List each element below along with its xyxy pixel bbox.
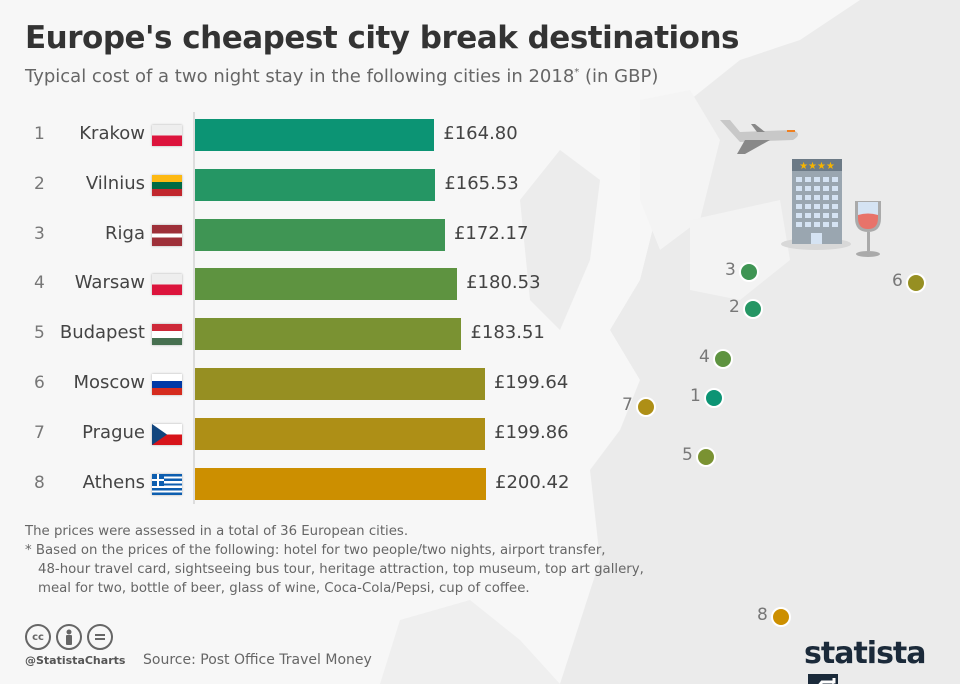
rank-label: 4 bbox=[34, 273, 45, 293]
bar-row: 6 Moscow £199.64 bbox=[0, 368, 600, 400]
city-label: Riga bbox=[105, 223, 145, 244]
city-label: Krakow bbox=[79, 123, 145, 144]
city-marker-label: 6 bbox=[892, 271, 903, 291]
statista-logo-icon bbox=[808, 674, 838, 684]
wine-glass-icon bbox=[855, 201, 881, 257]
note-cities: The prices were assessed in a total of 3… bbox=[25, 524, 409, 539]
bar-row: 7 Prague £199.86 bbox=[0, 418, 600, 450]
rank-label: 2 bbox=[34, 174, 45, 194]
value-label: £180.53 bbox=[466, 272, 541, 293]
rank-label: 7 bbox=[34, 423, 45, 443]
value-label: £199.86 bbox=[494, 422, 569, 443]
city-marker-label: 1 bbox=[690, 386, 701, 406]
city-marker bbox=[739, 262, 759, 282]
bar-row: 1 Krakow £164.80 bbox=[0, 119, 600, 151]
source-text: Source: Post Office Travel Money bbox=[143, 652, 372, 668]
bar bbox=[195, 219, 445, 251]
twitter-handle[interactable]: @StatistaCharts bbox=[25, 654, 126, 667]
rank-label: 1 bbox=[34, 124, 45, 144]
rank-label: 5 bbox=[34, 323, 45, 343]
chart-title: Europe's cheapest city break destination… bbox=[25, 20, 739, 56]
bar bbox=[195, 368, 485, 400]
flag-czech-republic-icon bbox=[152, 424, 182, 445]
city-marker bbox=[636, 397, 656, 417]
bar bbox=[195, 268, 458, 300]
city-marker bbox=[704, 388, 724, 408]
subtitle-text: Typical cost of a two night stay in the … bbox=[25, 66, 575, 87]
bar bbox=[195, 468, 486, 500]
bar-row: 4 Warsaw £180.53 bbox=[0, 268, 600, 300]
city-marker-label: 2 bbox=[729, 297, 740, 317]
footnotes: The prices were assessed in a total of 3… bbox=[25, 522, 644, 598]
subtitle-footnote-mark: * bbox=[574, 67, 580, 78]
value-label: £165.53 bbox=[444, 173, 519, 194]
city-marker bbox=[696, 447, 716, 467]
by-icon[interactable] bbox=[56, 624, 82, 650]
bar bbox=[195, 318, 462, 350]
city-label: Budapest bbox=[59, 322, 145, 343]
city-marker-label: 5 bbox=[682, 445, 693, 465]
note-basket-cont: 48-hour travel card, sightseeing bus tou… bbox=[38, 562, 644, 577]
note-basket: * Based on the prices of the following: … bbox=[25, 543, 606, 558]
license-icons: cc bbox=[25, 624, 113, 650]
flag-latvia-icon bbox=[152, 225, 182, 246]
rank-label: 8 bbox=[34, 473, 45, 493]
bar-row: 3 Riga £172.17 bbox=[0, 219, 600, 251]
city-label: Prague bbox=[82, 422, 145, 443]
bar bbox=[195, 169, 436, 201]
bar-row: 5 Budapest £183.51 bbox=[0, 318, 600, 350]
statista-logo[interactable]: statista bbox=[804, 636, 960, 684]
flag-lithuania-icon bbox=[152, 175, 182, 196]
city-label: Athens bbox=[82, 472, 145, 493]
flag-russia-icon bbox=[152, 374, 182, 395]
city-marker-label: 3 bbox=[725, 260, 736, 280]
city-label: Vilnius bbox=[85, 173, 145, 194]
bar bbox=[195, 418, 486, 450]
value-label: £200.42 bbox=[495, 472, 570, 493]
city-label: Moscow bbox=[73, 372, 145, 393]
subtitle-unit: (in GBP) bbox=[579, 66, 659, 87]
airplane-icon bbox=[720, 120, 798, 154]
city-marker-label: 4 bbox=[699, 347, 710, 367]
rank-label: 6 bbox=[34, 373, 45, 393]
city-marker bbox=[906, 273, 926, 293]
chart-subtitle: Typical cost of a two night stay in the … bbox=[25, 66, 658, 87]
hotel-icon: ★★★★ bbox=[781, 159, 851, 250]
cc-icon[interactable]: cc bbox=[25, 624, 51, 650]
value-label: £183.51 bbox=[470, 322, 545, 343]
hotel-stars: ★★★★ bbox=[799, 161, 835, 172]
flag-hungary-icon bbox=[152, 324, 182, 345]
city-label: Warsaw bbox=[74, 272, 145, 293]
nd-icon[interactable] bbox=[87, 624, 113, 650]
bar-row: 2 Vilnius £165.53 bbox=[0, 169, 600, 201]
flag-greece-icon bbox=[152, 474, 182, 495]
logo-text: statista bbox=[804, 636, 927, 671]
city-marker-label: 7 bbox=[622, 395, 633, 415]
city-marker bbox=[771, 607, 791, 627]
flag-poland-icon bbox=[152, 274, 182, 295]
rank-label: 3 bbox=[34, 224, 45, 244]
value-label: £199.64 bbox=[493, 372, 569, 393]
value-label: £164.80 bbox=[443, 123, 518, 144]
value-label: £172.17 bbox=[453, 223, 529, 244]
note-basket-cont2: meal for two, bottle of beer, glass of w… bbox=[38, 581, 530, 596]
bar-row: 8 Athens £200.42 bbox=[0, 468, 600, 500]
city-marker bbox=[743, 299, 763, 319]
flag-poland-icon bbox=[152, 125, 182, 146]
city-marker-label: 8 bbox=[757, 605, 768, 625]
bar bbox=[195, 119, 435, 151]
city-marker bbox=[713, 349, 733, 369]
axis-line bbox=[193, 112, 195, 504]
